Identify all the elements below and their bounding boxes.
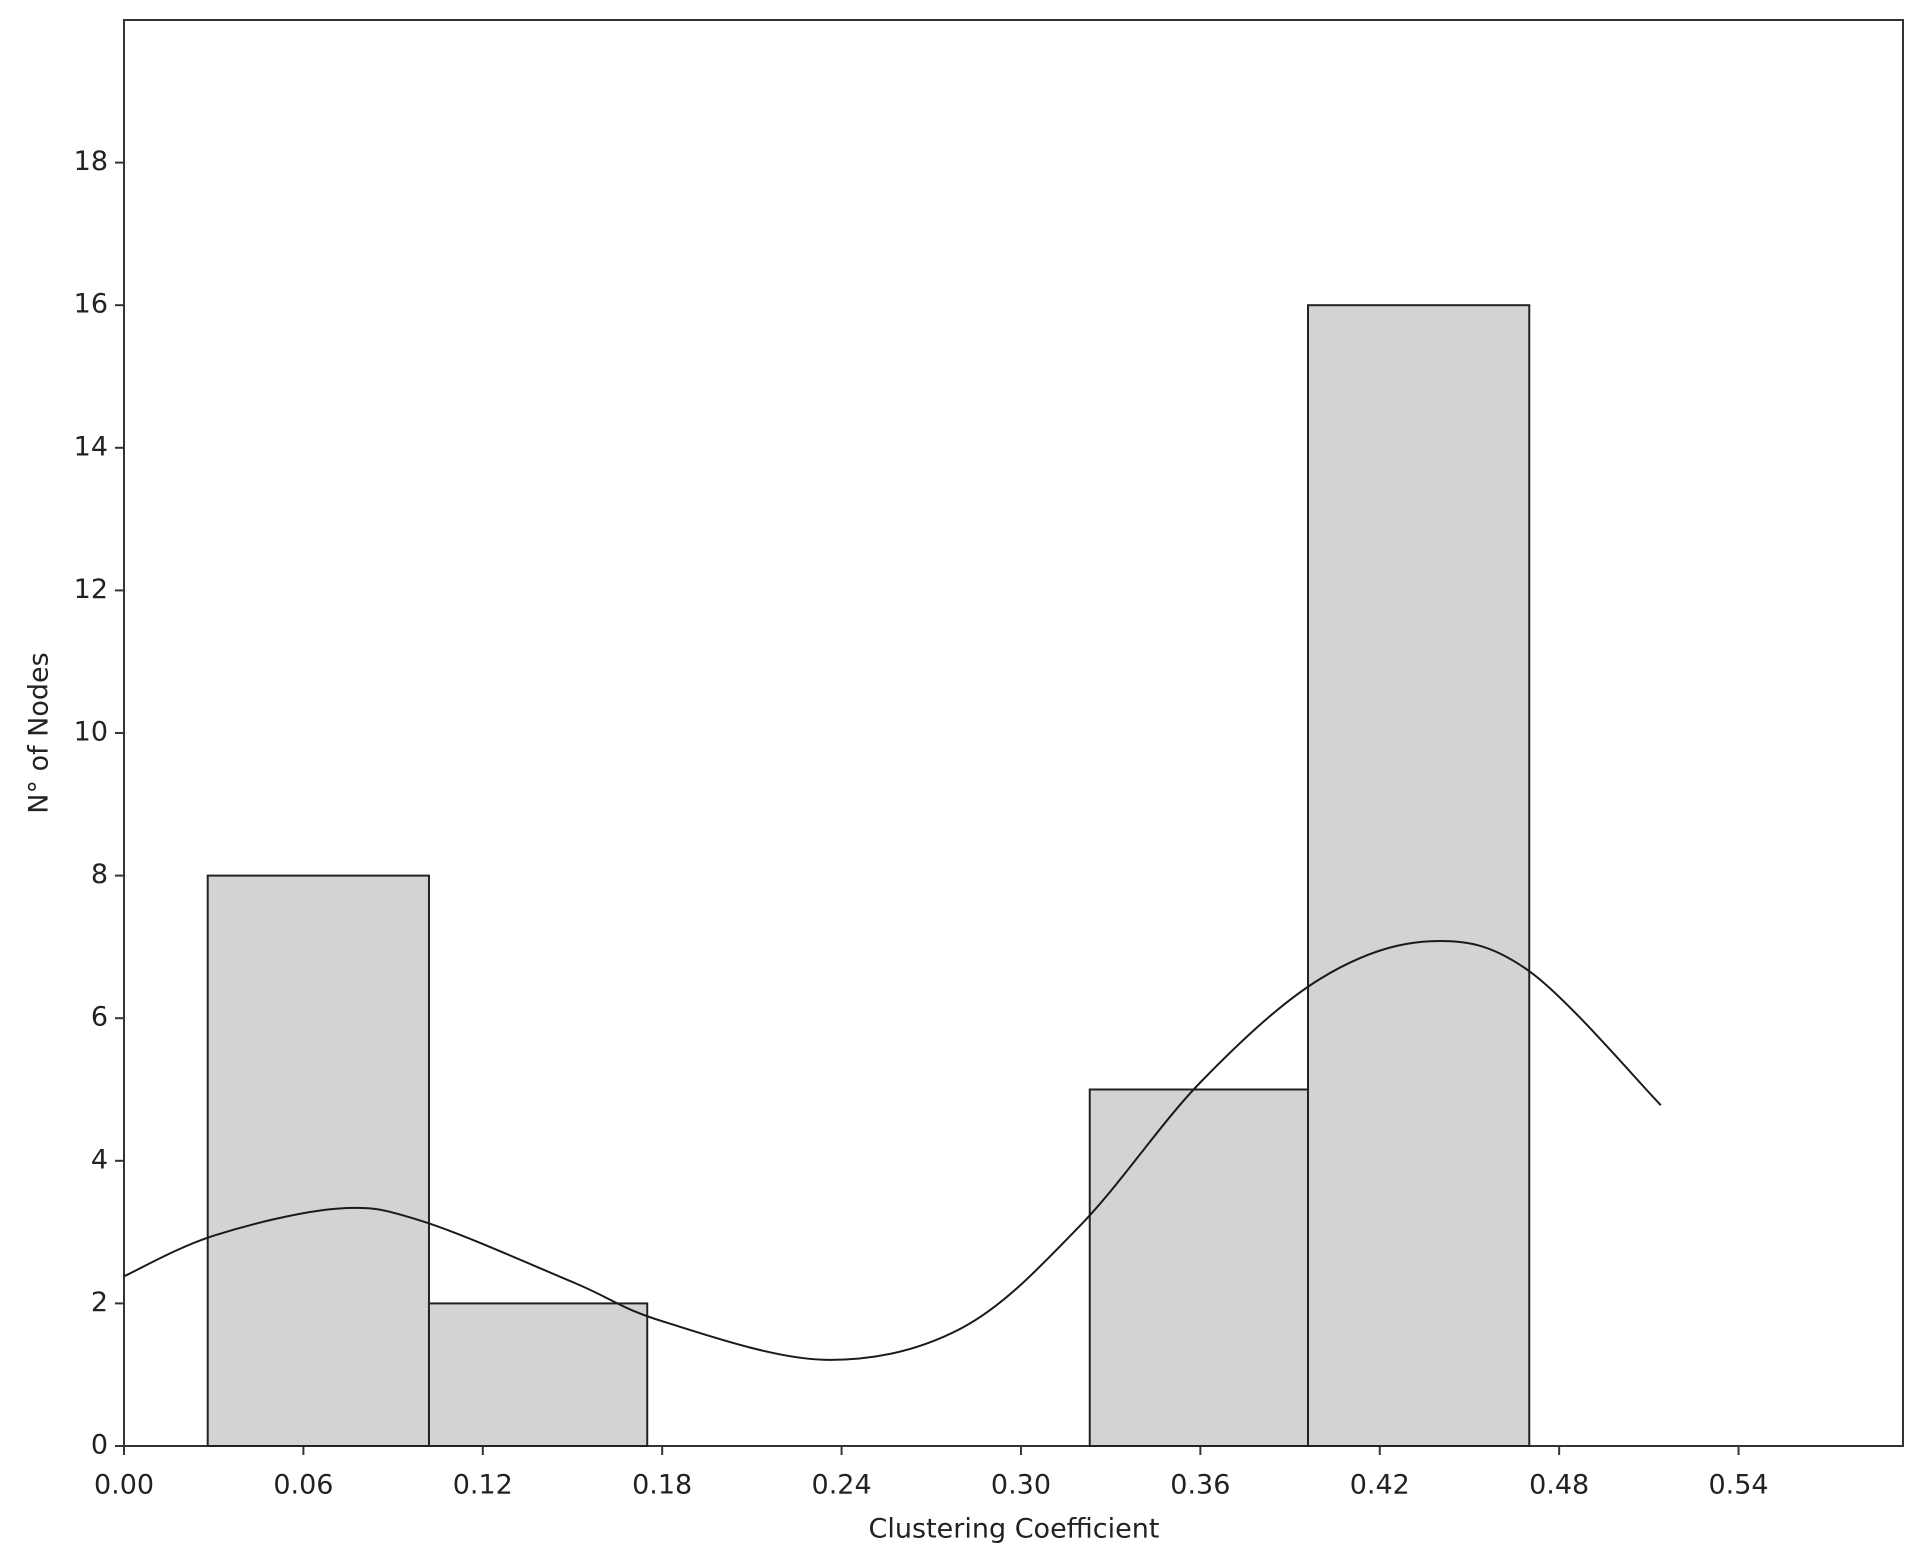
y-tick-label: 12 <box>74 574 108 605</box>
bar <box>1307 304 1531 1448</box>
x-tick-label: 0.54 <box>1708 1470 1768 1501</box>
x-tick-label: 0.48 <box>1529 1470 1589 1501</box>
y-tick-label: 0 <box>91 1430 108 1461</box>
x-tick-label: 0.30 <box>991 1470 1051 1501</box>
x-axis-title: Clustering Coefficient <box>869 1514 1160 1545</box>
y-tick-label: 18 <box>74 146 108 177</box>
density-curve <box>123 939 1662 1361</box>
y-tick-label: 8 <box>91 859 108 890</box>
x-tick-label: 0.00 <box>94 1470 154 1501</box>
x-tick-label: 0.12 <box>453 1470 513 1501</box>
y-tick-label: 16 <box>74 289 108 320</box>
bar <box>1088 1088 1310 1447</box>
x-tick-label: 0.18 <box>632 1470 692 1501</box>
y-tick-label: 10 <box>74 717 108 748</box>
x-tick-label: 0.24 <box>812 1470 872 1501</box>
y-tick-label: 14 <box>74 431 108 462</box>
y-axis-title: N° of Nodes <box>24 652 55 813</box>
bar <box>206 874 430 1447</box>
y-tick-label: 4 <box>91 1144 108 1175</box>
y-tick-label: 2 <box>91 1287 108 1318</box>
x-tick-label: 0.42 <box>1350 1470 1410 1501</box>
bar <box>427 1302 649 1448</box>
y-tick-label: 6 <box>91 1002 108 1033</box>
x-tick-label: 0.06 <box>273 1470 333 1501</box>
x-tick-label: 0.36 <box>1170 1470 1230 1501</box>
